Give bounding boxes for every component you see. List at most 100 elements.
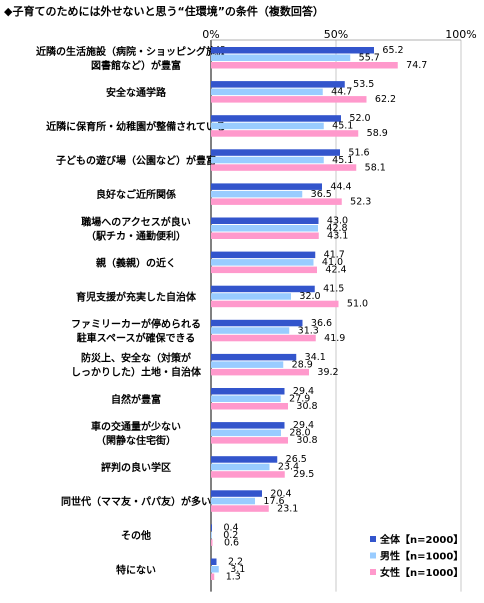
- category-label: 図書館など）が豊富: [91, 59, 181, 72]
- data-label: 51.0: [347, 299, 368, 310]
- x-tick-label: 0%: [202, 28, 219, 41]
- category-label: ファミリーカーが停められる: [71, 318, 201, 331]
- data-label: 32.0: [299, 291, 320, 302]
- data-label: 39.2: [317, 367, 338, 378]
- bar: [211, 573, 215, 580]
- data-label: 58.1: [365, 162, 386, 173]
- bar: [211, 422, 285, 429]
- bar: [211, 566, 219, 573]
- bar: [211, 54, 351, 61]
- bar: [211, 403, 288, 410]
- data-label: 74.7: [406, 60, 427, 71]
- bar: [211, 395, 281, 402]
- data-label: 1.3: [226, 572, 241, 583]
- data-label: 30.8: [296, 435, 317, 446]
- data-label: 44.7: [331, 87, 352, 98]
- data-label: 2.2: [228, 557, 243, 568]
- bar: [211, 164, 357, 171]
- legend-label: 男性【n=1000】: [380, 550, 463, 563]
- category-label: 防災上、安全な（対策が: [81, 352, 192, 365]
- bar: [211, 388, 285, 395]
- bar: [211, 463, 270, 471]
- data-label: 62.2: [375, 94, 396, 105]
- data-label: 41.7: [324, 250, 345, 261]
- bar: [211, 96, 367, 103]
- bar: [211, 490, 262, 497]
- data-label: 20.4: [270, 488, 291, 499]
- data-label: 0.6: [224, 537, 239, 548]
- x-tick-label: 50%: [324, 28, 348, 41]
- category-label: 特にない: [116, 563, 156, 576]
- data-label: 30.8: [296, 401, 317, 412]
- bar: [211, 88, 323, 96]
- category-label: 子どもの遊び場（公園など）が豊富: [56, 154, 216, 167]
- category-label: 評判の良い学区: [101, 461, 171, 474]
- data-label: 0.4: [223, 522, 238, 533]
- bar: [211, 353, 297, 361]
- data-label: 23.4: [278, 462, 299, 473]
- category-label: 近隣に保育所・幼稚園が整備されている: [46, 120, 226, 133]
- data-label: 23.1: [277, 503, 298, 514]
- data-label: 17.6: [263, 496, 284, 507]
- legend-label: 女性【n=1000】: [380, 566, 463, 579]
- data-label: 3.1: [230, 564, 245, 575]
- data-label: 36.5: [311, 189, 332, 200]
- bar: [211, 334, 316, 342]
- category-label: （駅チカ・通勤便利）: [86, 229, 186, 242]
- data-label: 51.6: [348, 147, 369, 158]
- data-label: 27.9: [289, 394, 310, 405]
- bar: [211, 122, 324, 130]
- data-label: 41.5: [323, 284, 344, 295]
- data-label: 41.0: [322, 257, 343, 268]
- data-label: 26.5: [286, 454, 307, 465]
- bar: [211, 47, 374, 54]
- data-label: 0.2: [223, 530, 238, 541]
- data-label: 36.6: [311, 318, 332, 329]
- bar: [211, 115, 341, 122]
- data-label: 43.0: [327, 216, 348, 227]
- bar: [211, 505, 269, 512]
- data-label: 45.1: [332, 155, 353, 166]
- bar: [211, 456, 278, 463]
- category-label: 車の交通量が少ない: [91, 420, 181, 433]
- data-label: 58.9: [367, 128, 388, 139]
- bar: [211, 539, 213, 546]
- bar: [211, 266, 317, 274]
- bar: [211, 558, 217, 565]
- category-label: しっかりした）土地・自治体: [71, 366, 202, 379]
- data-label: 43.1: [327, 231, 348, 242]
- data-label: 41.9: [324, 333, 345, 344]
- bar: [211, 361, 284, 368]
- bar: [211, 368, 309, 376]
- legend-swatch: [370, 552, 376, 559]
- bar: [211, 156, 324, 164]
- bar: [211, 259, 314, 266]
- data-label: 29.5: [293, 469, 314, 480]
- category-label: 安全な通学路: [106, 86, 167, 99]
- legend-label: 全体【n=2000】: [379, 533, 463, 546]
- category-label: 近隣の生活施設（病院・ショッピング施設・: [36, 45, 236, 58]
- x-tick-label: 100%: [445, 28, 476, 41]
- bar: [211, 130, 359, 137]
- bar: [211, 217, 319, 224]
- data-label: 52.0: [349, 113, 370, 124]
- data-label: 44.4: [330, 181, 351, 192]
- bar: [211, 232, 319, 239]
- bar: [211, 81, 345, 88]
- data-label: 45.1: [332, 121, 353, 132]
- data-label: 28.0: [289, 428, 310, 439]
- bar: [211, 190, 303, 198]
- bar: [211, 293, 291, 300]
- bar: [211, 429, 281, 437]
- data-label: 29.4: [293, 386, 314, 397]
- data-label: 53.5: [353, 79, 374, 90]
- bar: [211, 327, 290, 334]
- bar: [211, 251, 316, 259]
- bar: [211, 497, 255, 505]
- category-label: 良好なご近所関係: [96, 188, 176, 201]
- bar: [211, 531, 212, 539]
- category-label: 駐車スペースが確保できる: [77, 332, 196, 345]
- legend-swatch: [370, 536, 376, 542]
- category-label: その他: [121, 529, 151, 542]
- bar: [211, 524, 212, 531]
